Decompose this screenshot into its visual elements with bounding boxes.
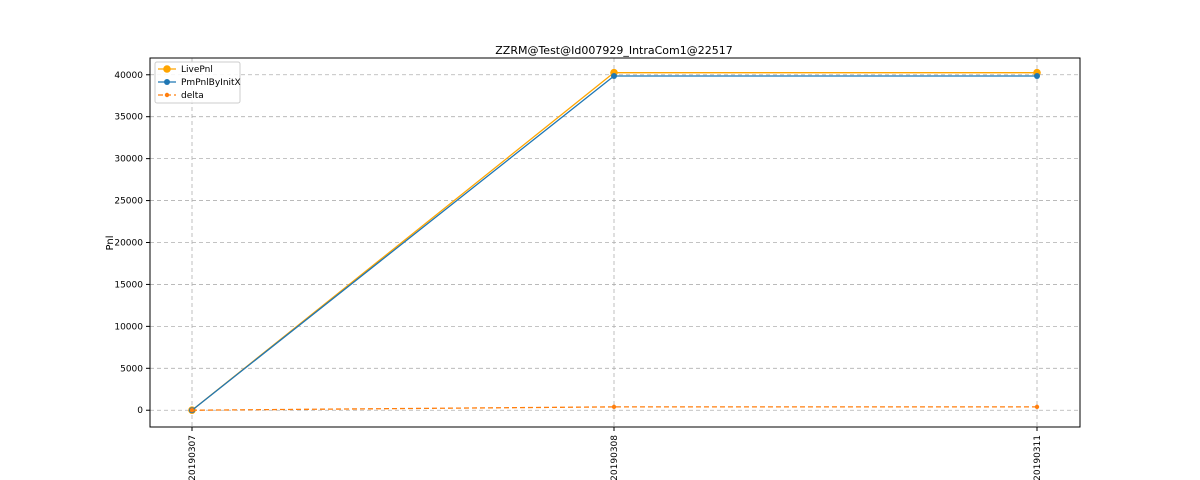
y-tick-label: 15000 (114, 280, 143, 290)
data-point-delta (1034, 404, 1040, 410)
y-tick-label: 0 (137, 406, 143, 416)
y-tick-label: 20000 (114, 239, 143, 249)
y-tick-label: 40000 (114, 71, 143, 81)
y-tick-label: 35000 (114, 113, 143, 123)
data-point-delta (611, 404, 617, 410)
legend-marker (163, 65, 171, 73)
grid-lines (150, 58, 1080, 427)
data-point-delta (189, 408, 195, 413)
axes: 0 5000 10000 15000 20000 25000 30000 35000 40000… (114, 71, 1043, 480)
y-tick-label: 5000 (120, 364, 143, 374)
y-tick-label: 10000 (114, 322, 143, 332)
legend-box (154, 61, 241, 104)
x-tick-label: 20190308 (610, 435, 620, 480)
series-line-delta (191, 406, 1037, 411)
legend: LivePnl PmPnlByInitX delta (154, 61, 241, 104)
series-line-pmpnlbyinitx (191, 75, 1037, 411)
legend-marker (164, 92, 170, 98)
series-line-livepnl (191, 72, 1037, 411)
y-tick-label: 25000 (114, 197, 143, 207)
legend-label: PmPnlByInitX (181, 78, 241, 88)
y-tick-label: 30000 (114, 155, 143, 165)
legend-label: LivePnl (181, 65, 213, 75)
data-point-pmpnlbyinitx (1034, 73, 1040, 80)
x-tick-label: 20190311 (1033, 435, 1043, 480)
data-point-pmpnlbyinitx (611, 73, 617, 80)
chart-title: ZZRM@Test@Id007929_IntraCom1@22517 (495, 44, 733, 57)
series-layer (188, 68, 1041, 415)
legend-marker (164, 79, 170, 85)
x-tick-label: 20190307 (188, 435, 198, 480)
y-axis-label: Pnl (105, 236, 116, 251)
legend-label: delta (181, 91, 204, 101)
